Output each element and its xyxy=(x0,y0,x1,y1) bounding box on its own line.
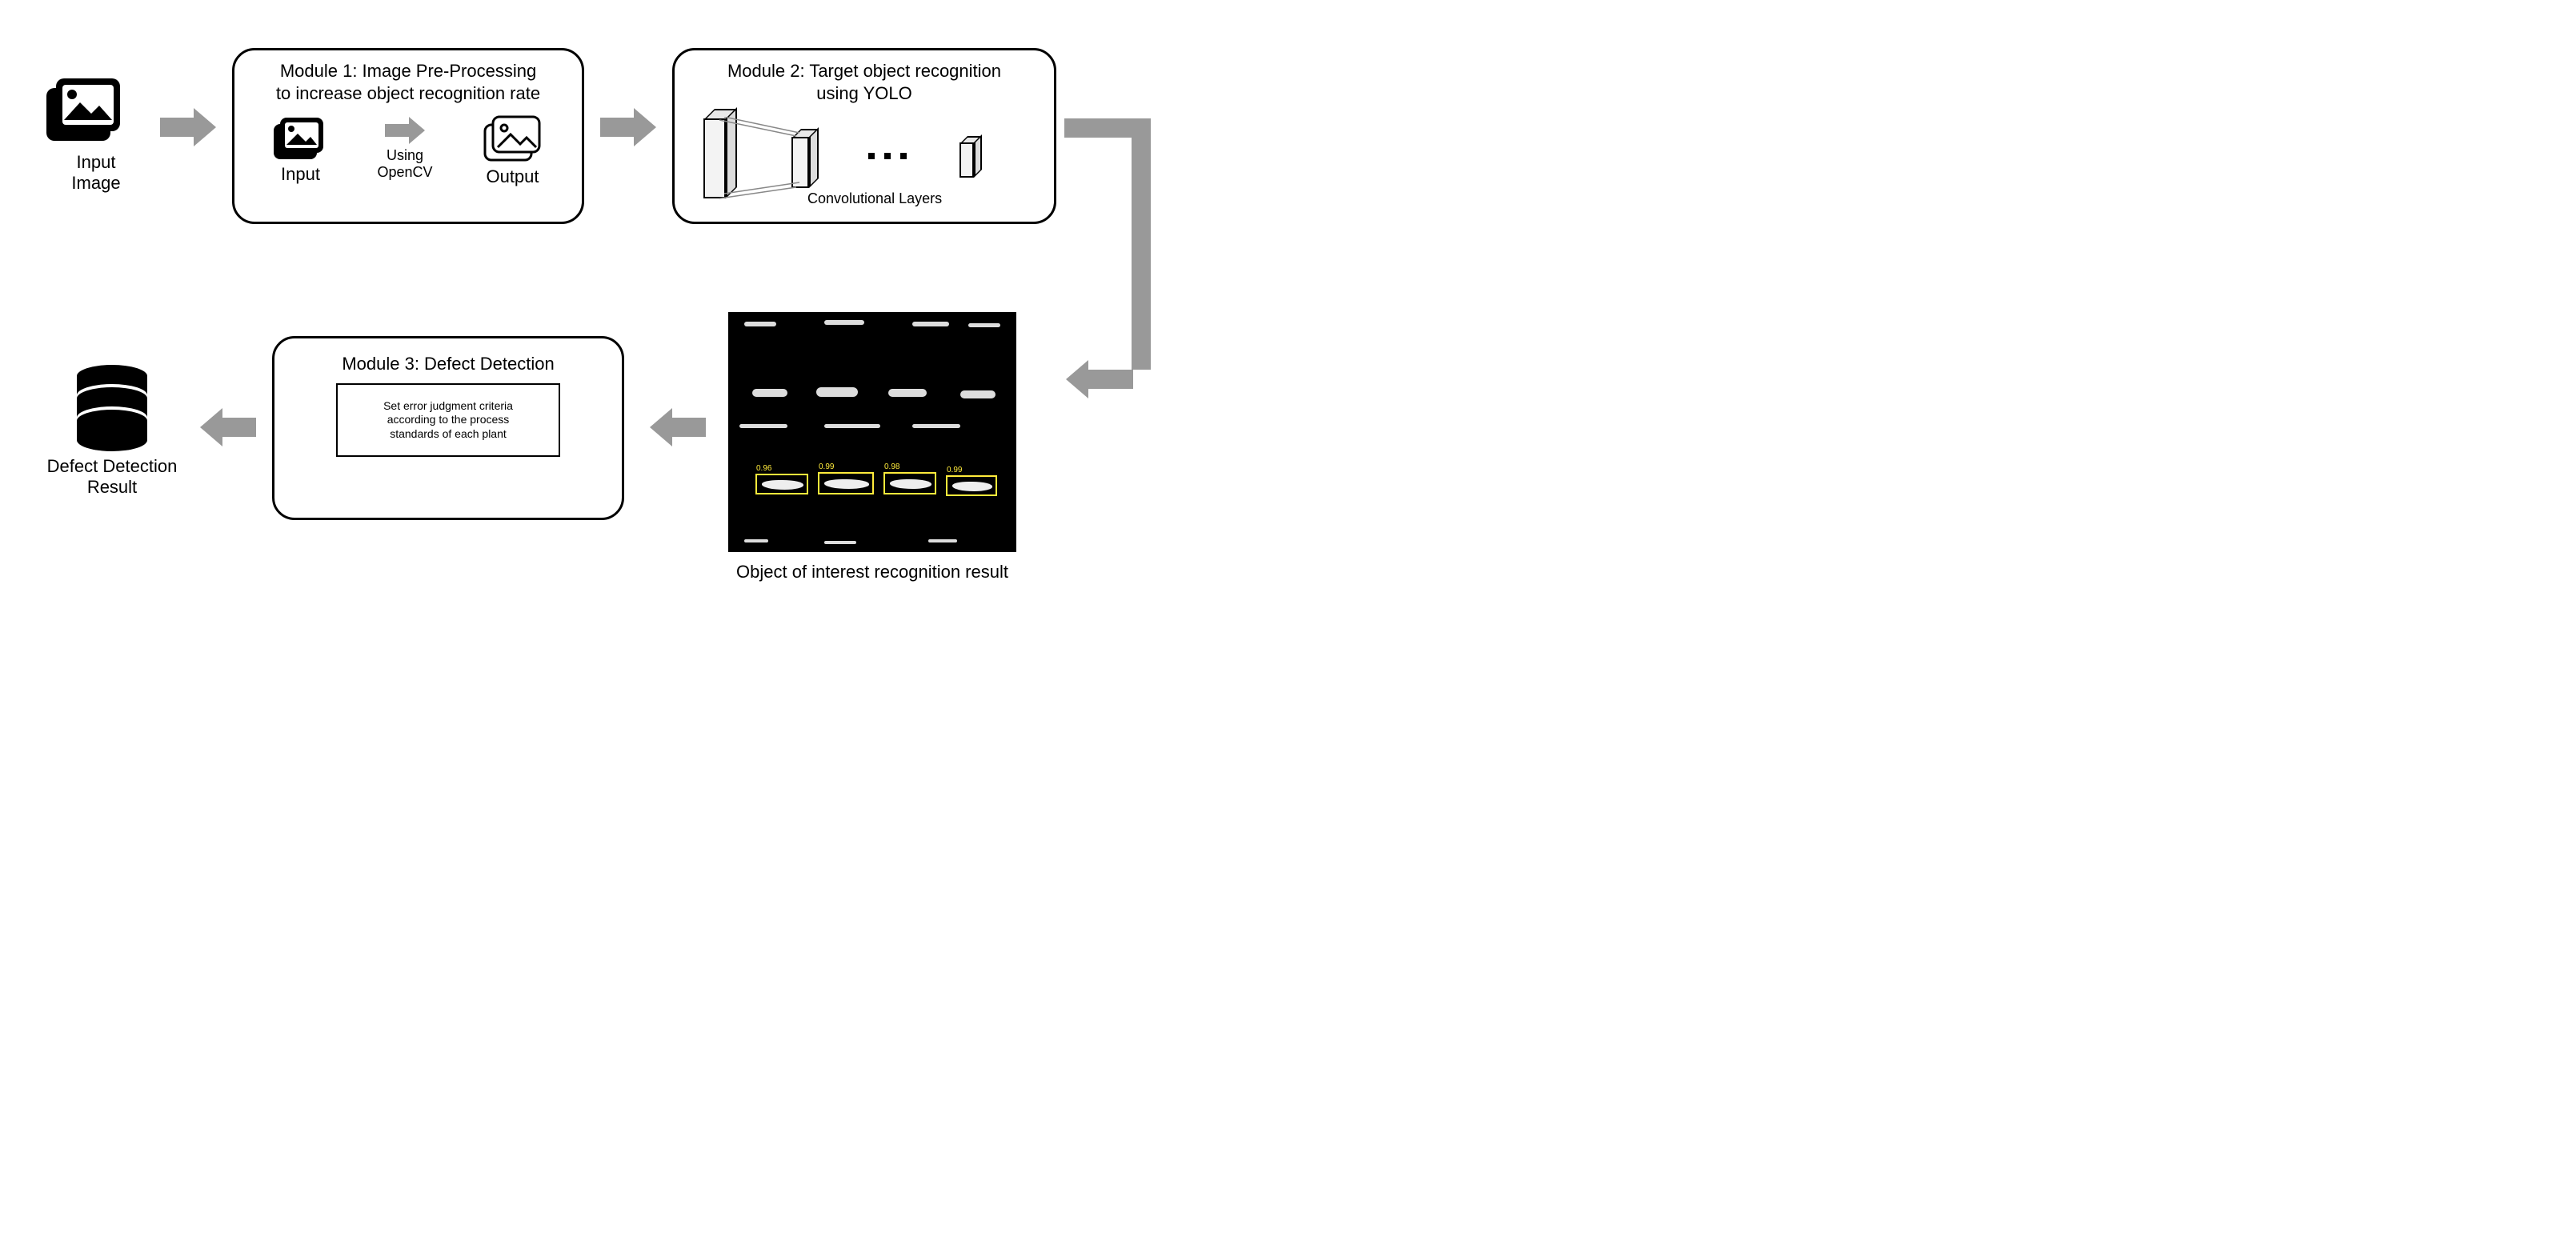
recognition-result-image: 0.96 0.99 0.98 0.99 xyxy=(728,312,1016,552)
image-outline-stack-icon xyxy=(480,110,546,166)
module1-output-label: Output xyxy=(480,166,546,187)
database-icon xyxy=(64,360,160,456)
module1-input-label: Input xyxy=(270,164,330,185)
arrow-m1-to-m2 xyxy=(600,108,656,146)
module1-output: Output xyxy=(480,110,546,187)
arrow-result-to-m3 xyxy=(650,408,706,446)
det-box-1: 0.99 xyxy=(818,472,874,494)
module3-box: Module 3: Defect Detection Set error jud… xyxy=(272,336,624,520)
module3-criteria-box: Set error judgment criteria according to… xyxy=(336,383,560,458)
output-node: Defect Detection Result xyxy=(40,360,184,498)
input-image-icon xyxy=(40,72,128,152)
arrow-input-to-m1 xyxy=(160,108,216,146)
det-box-2: 0.98 xyxy=(883,472,936,494)
module1-title: Module 1: Image Pre-Processing to increa… xyxy=(247,60,569,104)
conv-lines-icon xyxy=(719,117,807,205)
pipeline-diagram: Input Image Module 1: Image Pre-Processi… xyxy=(32,32,1232,632)
module1-box: Module 1: Image Pre-Processing to increa… xyxy=(232,48,584,224)
module1-input: Input xyxy=(270,113,330,185)
module2-box: Module 2: Target object recognition usin… xyxy=(672,48,1056,224)
det-box-3: 0.99 xyxy=(946,475,997,496)
module3-title: Module 3: Defect Detection xyxy=(287,353,609,375)
det-box-0: 0.96 xyxy=(755,474,808,494)
ellipsis-icon xyxy=(863,149,911,163)
arrow-m2-to-result xyxy=(1064,118,1152,390)
input-image-node: Input Image xyxy=(40,72,152,194)
recognition-result-caption: Object of interest recognition result xyxy=(728,562,1016,582)
output-label: Defect Detection Result xyxy=(40,456,184,498)
image-stack-icon xyxy=(270,113,330,164)
input-image-label: Input Image xyxy=(40,152,152,194)
module2-title: Module 2: Target object recognition usin… xyxy=(687,60,1041,104)
module2-footer: Convolutional Layers xyxy=(807,190,942,208)
arrow-m3-to-output xyxy=(200,408,256,446)
recognition-result-node: 0.96 0.99 0.98 0.99 Object of interest r… xyxy=(728,312,1016,582)
module1-mid: Using OpenCV xyxy=(377,117,432,182)
